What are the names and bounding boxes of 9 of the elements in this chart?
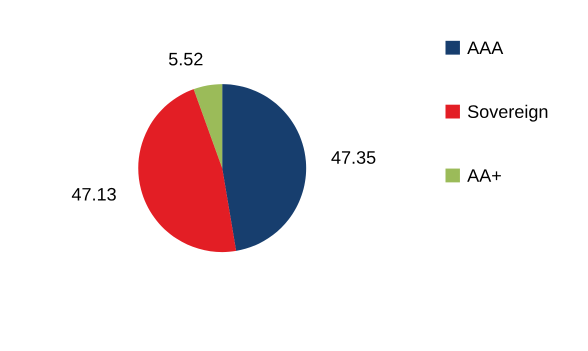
pie-slice — [222, 84, 306, 251]
legend-label: AA+ — [467, 169, 501, 182]
legend-label: AAA — [467, 42, 504, 54]
legend-label: Sovereign — [468, 104, 548, 122]
data-label: 5.52 — [168, 52, 202, 66]
pie-slice — [194, 84, 222, 168]
data-label: 47.13 — [72, 188, 116, 201]
data-label: 47.35 — [331, 151, 376, 164]
pie-slice — [138, 89, 236, 252]
